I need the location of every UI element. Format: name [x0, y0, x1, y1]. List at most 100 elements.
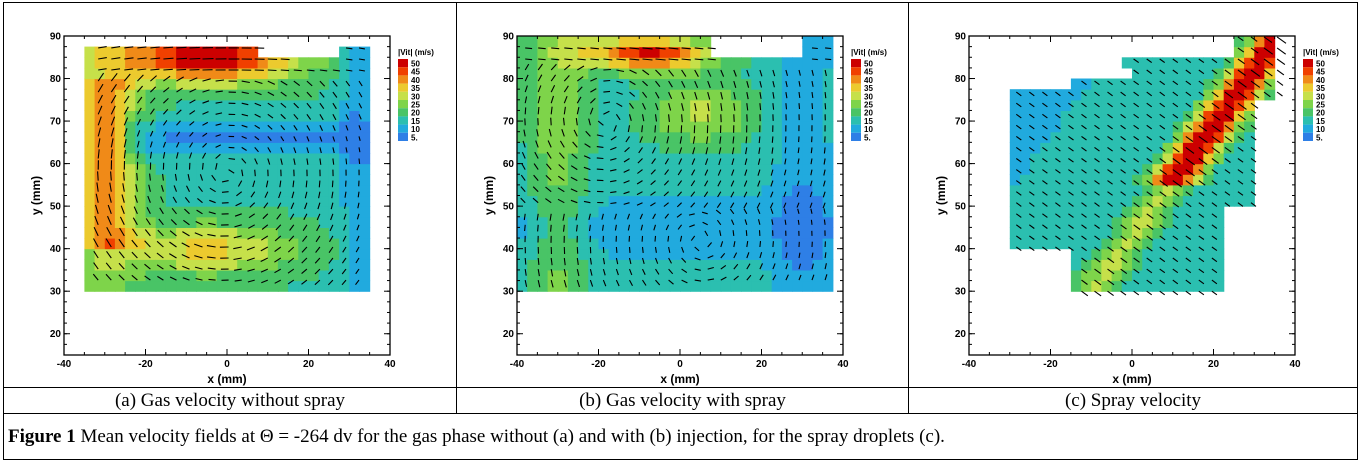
field-cell — [720, 142, 732, 154]
y-tick-label: 30 — [503, 287, 515, 298]
field-cell — [176, 195, 187, 207]
field-cell — [598, 227, 610, 239]
vector-arrow — [822, 202, 826, 209]
field-cell — [710, 99, 722, 111]
field-cell — [155, 89, 167, 101]
field-cell — [1111, 163, 1123, 175]
field-cell — [812, 57, 824, 69]
field-cell — [165, 153, 177, 165]
field-cell — [659, 259, 671, 271]
field-cell — [598, 248, 610, 260]
vector-arrow — [654, 114, 658, 122]
field-cell — [1162, 248, 1174, 260]
vector-arrow — [1055, 135, 1061, 141]
field-cell — [1172, 78, 1184, 90]
vector-arrow — [109, 182, 112, 192]
vector-arrow — [302, 235, 308, 242]
field-cell — [517, 238, 528, 250]
field-cell — [114, 153, 126, 165]
field-cell — [710, 110, 722, 122]
field-cell — [145, 269, 157, 282]
field-cell — [588, 142, 600, 154]
field-cell — [288, 89, 299, 101]
legend-swatch — [398, 67, 408, 76]
vector-arrow — [356, 213, 360, 220]
vector-arrow — [106, 215, 112, 226]
legend-level: 45 — [1316, 68, 1325, 77]
vector-arrow — [1120, 224, 1127, 230]
field-cell — [700, 142, 712, 154]
vector-arrow — [202, 89, 210, 93]
vector-arrow — [314, 257, 321, 264]
field-cell — [730, 259, 742, 271]
vector-arrow — [759, 92, 762, 99]
vector-arrow — [1185, 69, 1192, 75]
vector-arrow — [524, 257, 527, 265]
field-cell — [1081, 89, 1092, 101]
vector-arrow — [524, 279, 528, 287]
vector-arrow — [1107, 91, 1113, 97]
field-cell — [349, 269, 361, 282]
vector-arrow — [355, 246, 360, 253]
vector-arrow — [692, 136, 696, 144]
vector-arrow — [563, 279, 567, 288]
field-cell — [1223, 131, 1235, 143]
vector-arrow — [355, 257, 360, 264]
field-cell — [247, 153, 259, 165]
field-cell — [267, 57, 279, 69]
vector-arrow — [343, 213, 347, 220]
field-cell — [659, 163, 671, 175]
field-cell — [669, 67, 681, 80]
field-cell — [802, 195, 814, 207]
field-cell — [165, 216, 177, 228]
vector-arrow — [1081, 279, 1088, 285]
field-cell — [1223, 184, 1235, 197]
field-cell — [206, 227, 218, 239]
field-cell — [227, 238, 238, 250]
field-cell — [547, 174, 559, 186]
field-cell — [659, 195, 671, 207]
field-cell — [598, 259, 610, 271]
field-cell — [567, 57, 579, 69]
field-cell — [1121, 153, 1133, 165]
vector-arrow — [1068, 235, 1074, 240]
vector-arrow — [110, 171, 112, 181]
vector-arrow — [1094, 213, 1100, 218]
field-cell — [578, 248, 589, 260]
field-cell — [700, 248, 712, 260]
field-cell — [339, 57, 350, 69]
field-cell — [308, 121, 320, 133]
vector-arrow — [563, 75, 570, 82]
field-cell — [781, 121, 793, 133]
field-cell — [1121, 174, 1133, 186]
vector-arrow — [757, 169, 761, 176]
vector-arrow — [110, 94, 117, 104]
vector-arrow — [1146, 102, 1153, 108]
field-cell — [227, 259, 238, 271]
field-cell — [288, 206, 299, 218]
vector-arrow — [1133, 124, 1140, 130]
field-cell — [247, 227, 259, 239]
field-cell — [537, 269, 549, 282]
field-cell — [1060, 174, 1072, 186]
legend-level: 10 — [1316, 125, 1325, 134]
field-cell — [1081, 131, 1092, 143]
field-cell — [751, 57, 763, 69]
field-cell — [649, 57, 661, 69]
vector-arrow — [181, 253, 190, 259]
field-cell — [359, 67, 371, 80]
field-cell — [598, 89, 610, 101]
field-cell — [517, 184, 528, 197]
field-cell — [1203, 163, 1215, 175]
field-cell — [1152, 121, 1164, 133]
field-cell — [1223, 142, 1235, 154]
vector-arrow — [262, 213, 269, 220]
field-cell — [1070, 99, 1082, 111]
field-cell — [227, 57, 238, 69]
field-cell — [318, 131, 330, 143]
vector-arrow — [668, 114, 670, 122]
vector-arrow — [250, 191, 256, 198]
field-cell — [1152, 184, 1164, 197]
vector-arrow — [667, 235, 670, 242]
field-cell — [792, 142, 803, 154]
